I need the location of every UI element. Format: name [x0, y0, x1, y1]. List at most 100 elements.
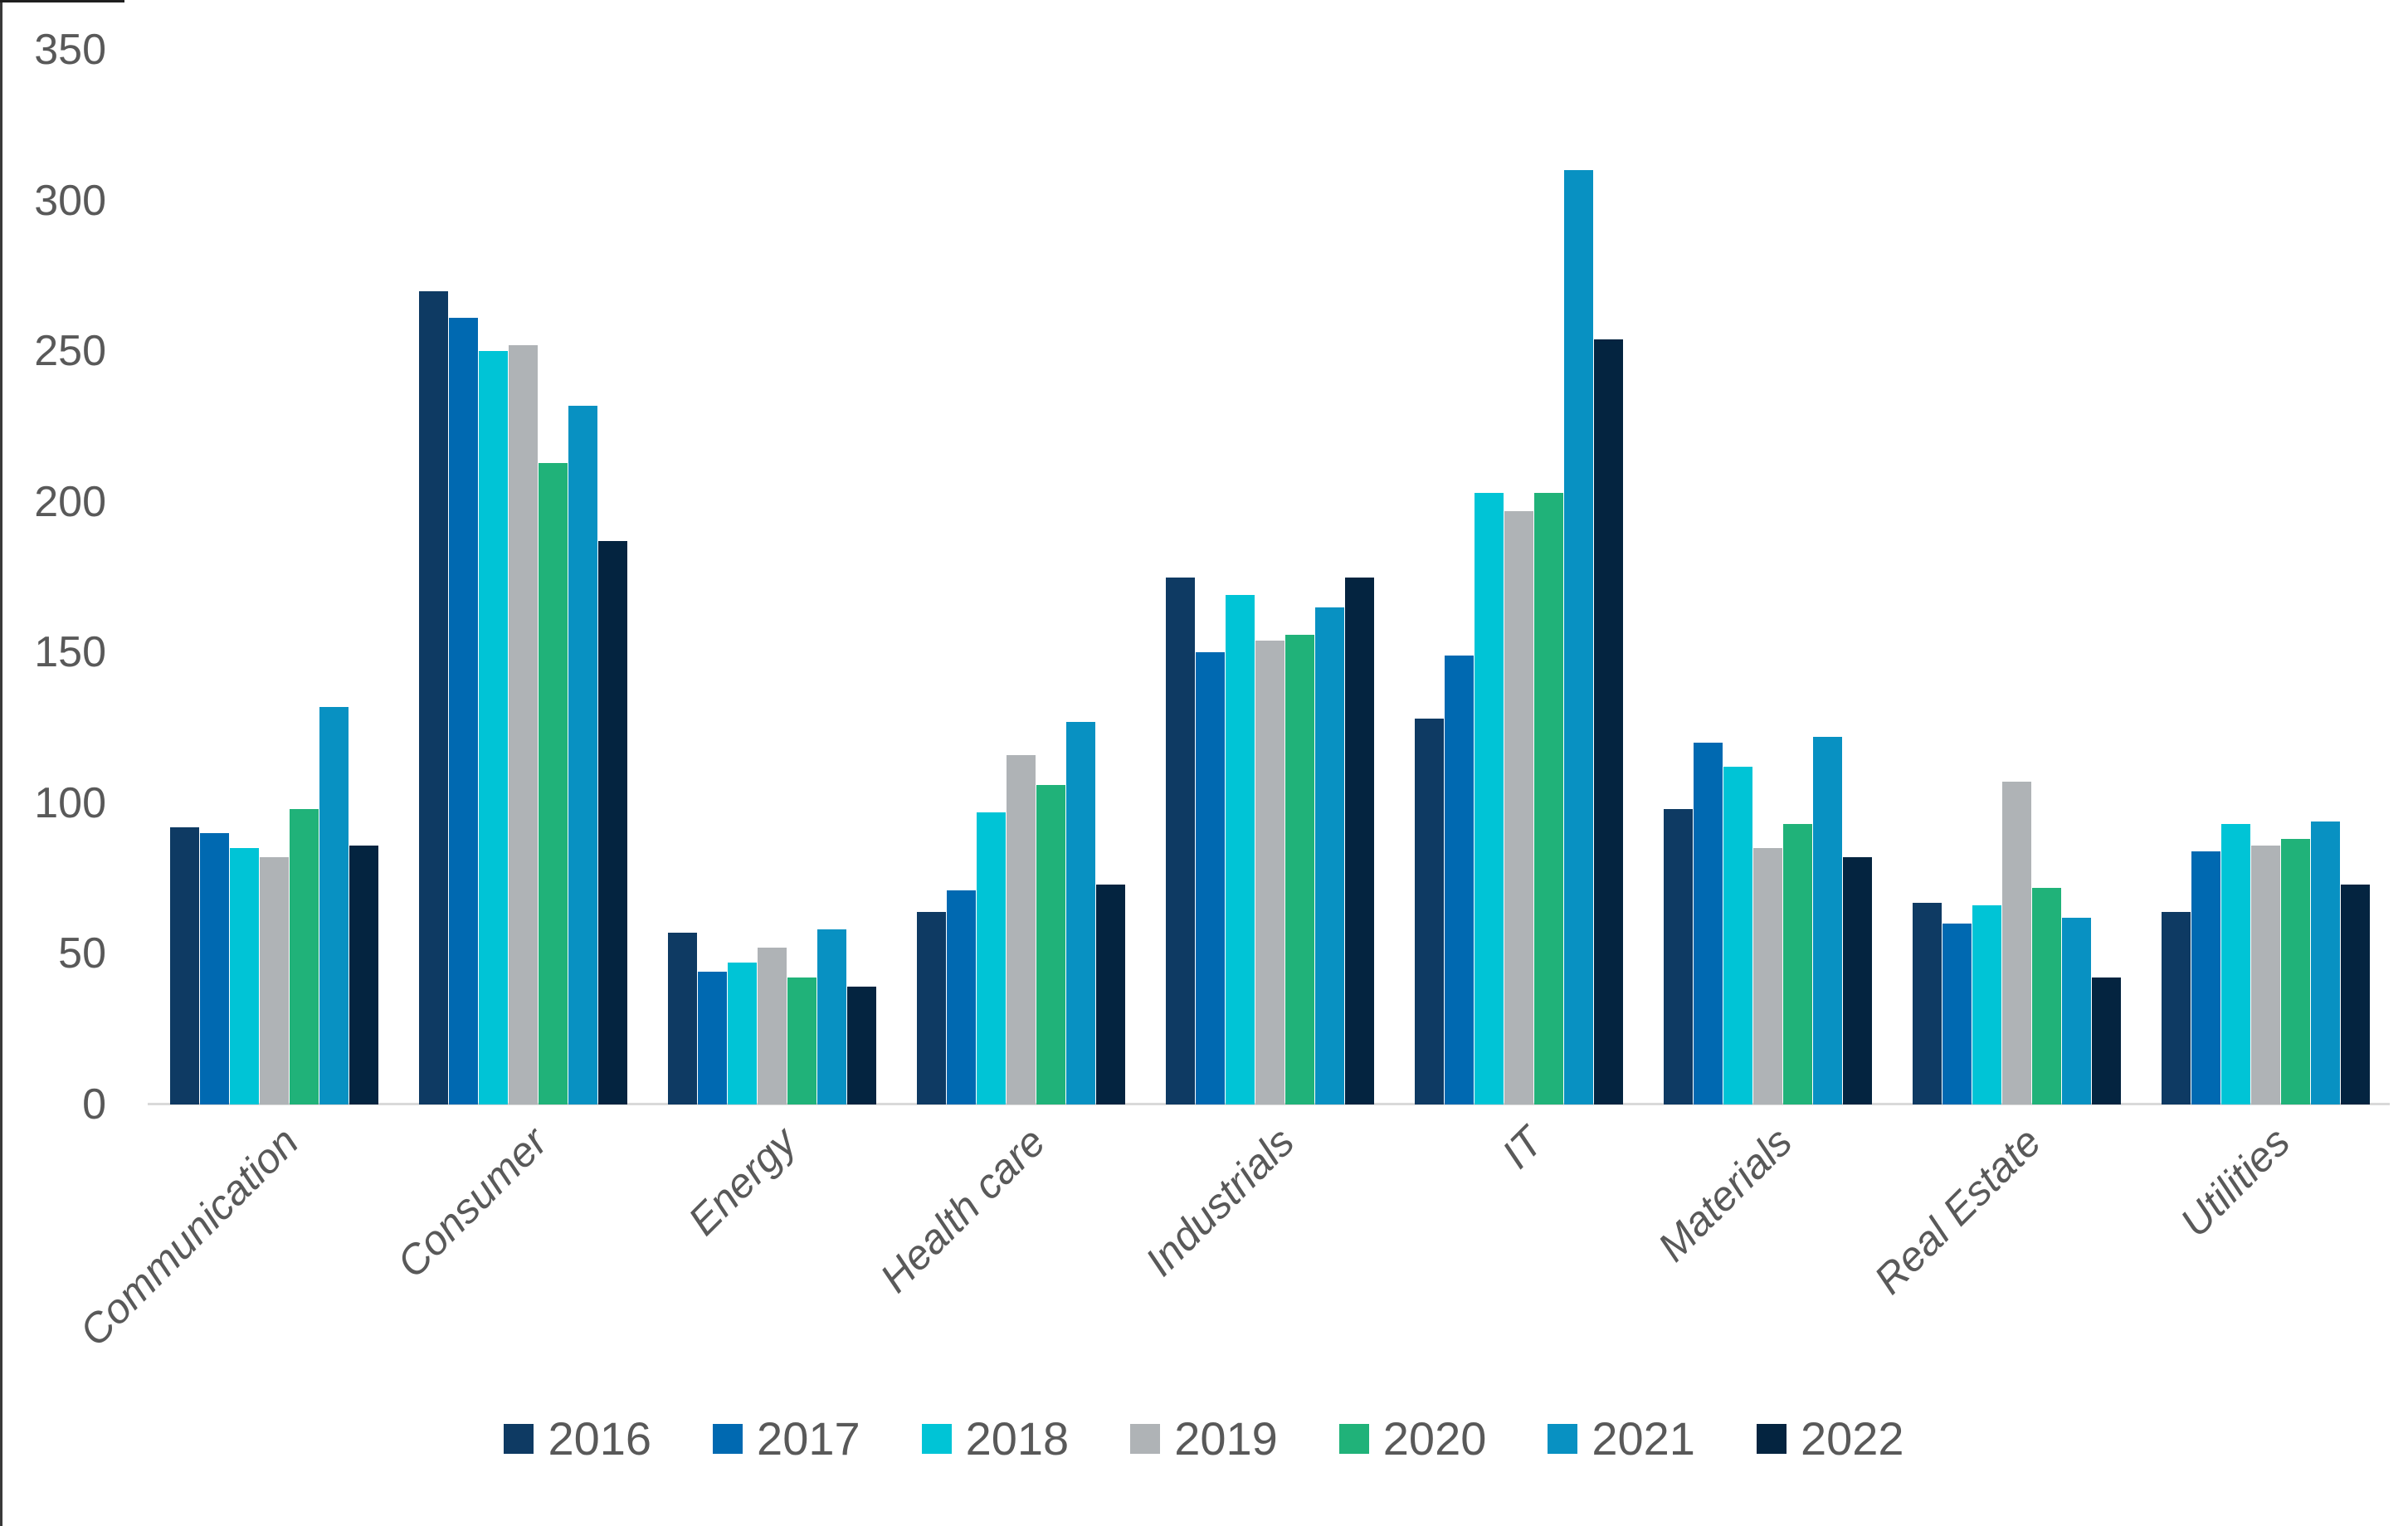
bar-2017-it — [1444, 655, 1474, 1104]
bar-2021-health-care — [1065, 721, 1095, 1104]
bar-2022-real-estate — [2091, 978, 2121, 1104]
bar-2019-energy — [757, 948, 787, 1104]
bar-2017-consumer — [448, 318, 478, 1104]
bar-2017-industrials — [1195, 652, 1225, 1104]
legend-item-2021: 2021 — [1548, 1416, 1695, 1462]
bar-2021-utilities — [2310, 821, 2340, 1104]
bar-2022-industrials — [1344, 577, 1374, 1104]
bar-2019-materials — [1752, 848, 1782, 1104]
legend-swatch-2022 — [1756, 1424, 1787, 1454]
bar-2021-industrials — [1314, 607, 1344, 1104]
bar-2021-real-estate — [2061, 917, 2091, 1104]
bar-2019-utilities — [2250, 845, 2280, 1104]
bar-2016-materials — [1663, 809, 1693, 1104]
category-group-energy — [667, 929, 876, 1104]
bar-2019-communication — [259, 857, 289, 1104]
bar-2016-real-estate — [1912, 902, 1942, 1104]
bar-2017-health-care — [946, 890, 976, 1104]
screenshot-top-edge-line — [0, 0, 124, 2]
x-axis-label-materials: Materials — [1649, 1118, 1801, 1270]
bar-2017-communication — [199, 833, 229, 1104]
legend-swatch-2018 — [921, 1424, 952, 1454]
legend-label-2018: 2018 — [965, 1412, 1070, 1465]
legend-item-2017: 2017 — [713, 1416, 860, 1462]
bar-2019-industrials — [1255, 640, 1284, 1104]
legend-swatch-2016 — [504, 1424, 534, 1454]
bar-2018-energy — [727, 963, 757, 1104]
y-axis-tick-label-0: 0 — [82, 1080, 106, 1129]
bar-2017-utilities — [2191, 851, 2220, 1104]
bar-2021-communication — [319, 706, 349, 1104]
bar-2020-consumer — [538, 462, 568, 1104]
bar-2020-industrials — [1284, 634, 1314, 1104]
y-axis-tick-label-100: 100 — [34, 778, 106, 827]
bar-2021-it — [1563, 170, 1593, 1104]
y-axis-tick-label-250: 250 — [34, 327, 106, 376]
category-group-materials — [1663, 736, 1872, 1104]
bar-2022-consumer — [597, 540, 627, 1104]
bar-2019-real-estate — [2001, 782, 2031, 1104]
bar-2020-materials — [1782, 824, 1812, 1104]
bar-2018-health-care — [976, 812, 1006, 1104]
bar-2022-health-care — [1095, 884, 1125, 1104]
bar-2022-communication — [349, 845, 378, 1104]
bar-2021-materials — [1812, 736, 1842, 1104]
bar-2020-energy — [787, 978, 816, 1104]
y-axis-tick-label-50: 50 — [58, 929, 106, 978]
legend-item-2016: 2016 — [504, 1416, 651, 1462]
bar-2022-utilities — [2340, 884, 2370, 1104]
category-group-health-care — [916, 721, 1125, 1104]
category-group-utilities — [2161, 821, 2370, 1104]
bar-2021-energy — [816, 929, 846, 1104]
bar-2018-industrials — [1225, 595, 1255, 1104]
bar-2019-it — [1504, 510, 1533, 1104]
y-axis-tick-label-350: 350 — [34, 26, 106, 74]
bar-2022-materials — [1842, 857, 1872, 1104]
category-group-real-estate — [1912, 782, 2121, 1104]
legend-swatch-2017 — [713, 1424, 743, 1454]
bar-2022-energy — [846, 987, 876, 1104]
legend-label-2021: 2021 — [1592, 1412, 1695, 1465]
x-axis-label-energy: Energy — [679, 1118, 806, 1245]
x-axis-label-industrials: Industrials — [1136, 1118, 1304, 1285]
x-axis-label-consumer: Consumer — [388, 1118, 557, 1287]
legend-label-2016: 2016 — [548, 1412, 652, 1465]
y-axis-tick-label-300: 300 — [34, 176, 106, 225]
legend-item-2020: 2020 — [1338, 1416, 1486, 1462]
x-axis-label-health-care: Health care — [870, 1118, 1055, 1302]
legend-item-2022: 2022 — [1756, 1412, 1904, 1465]
bar-2016-health-care — [916, 911, 946, 1104]
screenshot-left-edge-line — [0, 0, 2, 1526]
legend-swatch-2019 — [1130, 1424, 1161, 1454]
bar-2016-utilities — [2161, 911, 2191, 1104]
bar-2017-materials — [1693, 743, 1723, 1104]
x-axis-label-it: IT — [1493, 1118, 1553, 1177]
legend-label-2017: 2017 — [757, 1412, 860, 1465]
legend: 2016 2017 2018 2019 2020 2021 2022 — [0, 1416, 2408, 1462]
bar-2017-energy — [697, 972, 727, 1104]
bar-2016-it — [1414, 719, 1444, 1104]
category-group-it — [1414, 170, 1623, 1104]
bar-2019-consumer — [508, 344, 538, 1104]
bar-2020-it — [1533, 492, 1563, 1104]
bar-2020-health-care — [1036, 785, 1065, 1104]
legend-swatch-2021 — [1548, 1424, 1578, 1454]
bar-2018-communication — [229, 848, 259, 1104]
bar-2022-it — [1593, 339, 1623, 1104]
y-axis-tick-label-200: 200 — [34, 477, 106, 526]
bar-2018-utilities — [2220, 824, 2250, 1104]
x-axis-label-real-estate: Real Estate — [1864, 1118, 2050, 1304]
bar-2016-industrials — [1165, 577, 1195, 1104]
bar-2018-materials — [1723, 767, 1752, 1104]
bar-2016-consumer — [418, 290, 448, 1104]
bar-2016-energy — [667, 933, 697, 1104]
bar-2018-consumer — [478, 351, 508, 1104]
bar-2016-communication — [169, 826, 199, 1104]
legend-label-2022: 2022 — [1800, 1412, 1904, 1465]
bar-2018-it — [1474, 492, 1504, 1104]
bar-2019-health-care — [1006, 754, 1036, 1104]
y-axis-tick-label-150: 150 — [34, 628, 106, 677]
x-axis-label-utilities: Utilities — [2171, 1118, 2299, 1246]
legend-item-2019: 2019 — [1130, 1416, 1278, 1462]
category-group-communication — [169, 706, 378, 1104]
